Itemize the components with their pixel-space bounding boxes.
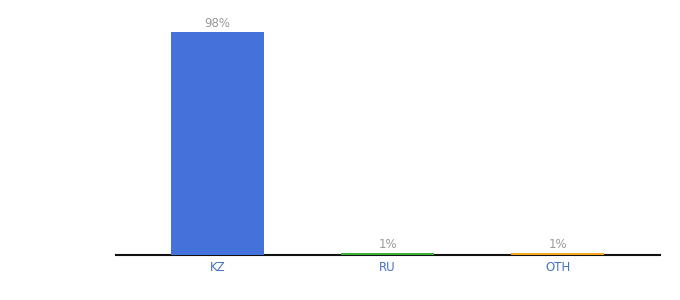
Text: 1%: 1% (548, 238, 567, 251)
Text: 1%: 1% (378, 238, 397, 251)
Bar (341, 253, 435, 255)
Text: 98%: 98% (205, 17, 231, 30)
Bar (171, 32, 265, 255)
Bar (511, 253, 605, 255)
